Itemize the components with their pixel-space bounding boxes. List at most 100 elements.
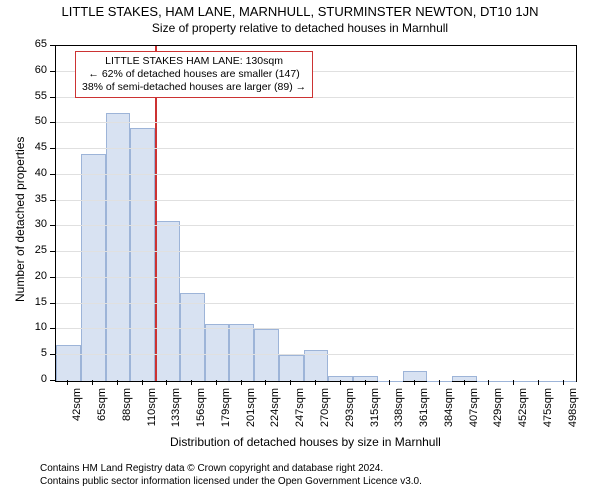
xtick-mark xyxy=(241,380,242,385)
histogram-bar xyxy=(205,324,230,381)
ytick-mark xyxy=(50,328,55,329)
xtick-label: 179sqm xyxy=(220,388,232,440)
ytick-label: 25 xyxy=(27,244,47,256)
xtick-mark xyxy=(166,380,167,385)
gridline xyxy=(56,354,574,355)
xtick-mark xyxy=(265,380,266,385)
chart-subtitle: Size of property relative to detached ho… xyxy=(0,19,600,35)
xtick-label: 315sqm xyxy=(369,388,381,440)
xtick-label: 498sqm xyxy=(567,388,579,440)
xtick-label: 270sqm xyxy=(319,388,331,440)
ytick-label: 5 xyxy=(27,347,47,359)
xtick-mark xyxy=(365,380,366,385)
gridline xyxy=(56,174,574,175)
footer-line2: Contains public sector information licen… xyxy=(40,475,422,488)
ytick-mark xyxy=(50,251,55,252)
footer-line1: Contains HM Land Registry data © Crown c… xyxy=(40,462,422,475)
ytick-label: 10 xyxy=(27,321,47,333)
ytick-mark xyxy=(50,174,55,175)
xtick-label: 293sqm xyxy=(344,388,356,440)
xtick-label: 156sqm xyxy=(195,388,207,440)
xtick-mark xyxy=(488,380,489,385)
xtick-label: 201sqm xyxy=(245,388,257,440)
gridline xyxy=(56,303,574,304)
xtick-label: 247sqm xyxy=(294,388,306,440)
xtick-mark xyxy=(538,380,539,385)
xtick-mark xyxy=(315,380,316,385)
annotation-box: LITTLE STAKES HAM LANE: 130sqm← 62% of d… xyxy=(75,51,313,98)
ytick-mark xyxy=(50,380,55,381)
annotation-line2: ← 62% of detached houses are smaller (14… xyxy=(82,68,306,81)
xtick-label: 384sqm xyxy=(443,388,455,440)
ytick-mark xyxy=(50,200,55,201)
chart-title-address: LITTLE STAKES, HAM LANE, MARNHULL, STURM… xyxy=(0,0,600,19)
ytick-mark xyxy=(50,97,55,98)
histogram-bar xyxy=(130,128,155,381)
xtick-mark xyxy=(92,380,93,385)
histogram-bar xyxy=(427,381,452,382)
ytick-label: 30 xyxy=(27,218,47,230)
gridline xyxy=(56,277,574,278)
histogram-bar xyxy=(81,154,106,381)
xtick-label: 65sqm xyxy=(96,388,108,440)
ytick-mark xyxy=(50,45,55,46)
ytick-mark xyxy=(50,354,55,355)
xtick-mark xyxy=(464,380,465,385)
ytick-label: 45 xyxy=(27,141,47,153)
xtick-label: 475sqm xyxy=(542,388,554,440)
ytick-mark xyxy=(50,225,55,226)
xtick-mark xyxy=(414,380,415,385)
ytick-label: 50 xyxy=(27,115,47,127)
xtick-label: 407sqm xyxy=(468,388,480,440)
annotation-line3: 38% of semi-detached houses are larger (… xyxy=(82,81,306,94)
xtick-label: 88sqm xyxy=(121,388,133,440)
xtick-mark xyxy=(513,380,514,385)
gridline xyxy=(56,122,574,123)
ytick-label: 35 xyxy=(27,193,47,205)
gridline xyxy=(56,328,574,329)
histogram-bar xyxy=(106,113,131,381)
histogram-bar xyxy=(279,355,304,381)
xtick-mark xyxy=(439,380,440,385)
xtick-label: 338sqm xyxy=(393,388,405,440)
histogram-bar xyxy=(328,376,353,381)
histogram-bar xyxy=(353,376,378,381)
ytick-mark xyxy=(50,122,55,123)
histogram-bar xyxy=(254,329,279,381)
ytick-label: 0 xyxy=(27,373,47,385)
ytick-label: 20 xyxy=(27,270,47,282)
footer-attribution: Contains HM Land Registry data © Crown c… xyxy=(40,462,422,488)
xtick-label: 429sqm xyxy=(492,388,504,440)
ytick-mark xyxy=(50,303,55,304)
xtick-mark xyxy=(117,380,118,385)
histogram-bar xyxy=(551,381,576,382)
xtick-label: 110sqm xyxy=(146,388,158,440)
histogram-bar xyxy=(180,293,205,381)
gridline xyxy=(56,148,574,149)
xtick-mark xyxy=(389,380,390,385)
histogram-bar xyxy=(56,345,81,381)
histogram-bar xyxy=(155,221,180,381)
xtick-label: 224sqm xyxy=(269,388,281,440)
ytick-label: 15 xyxy=(27,296,47,308)
xtick-mark xyxy=(216,380,217,385)
histogram-bar xyxy=(526,381,551,382)
xtick-mark xyxy=(290,380,291,385)
y-axis-label: Number of detached properties xyxy=(13,122,27,302)
gridline xyxy=(56,200,574,201)
ytick-mark xyxy=(50,71,55,72)
xtick-label: 452sqm xyxy=(517,388,529,440)
xtick-mark xyxy=(191,380,192,385)
ytick-label: 40 xyxy=(27,167,47,179)
xtick-label: 133sqm xyxy=(170,388,182,440)
ytick-label: 65 xyxy=(27,38,47,50)
xtick-mark xyxy=(142,380,143,385)
xtick-mark xyxy=(67,380,68,385)
xtick-mark xyxy=(340,380,341,385)
gridline xyxy=(56,251,574,252)
gridline xyxy=(56,225,574,226)
xtick-label: 42sqm xyxy=(71,388,83,440)
ytick-mark xyxy=(50,148,55,149)
histogram-bar xyxy=(452,376,477,381)
ytick-mark xyxy=(50,277,55,278)
